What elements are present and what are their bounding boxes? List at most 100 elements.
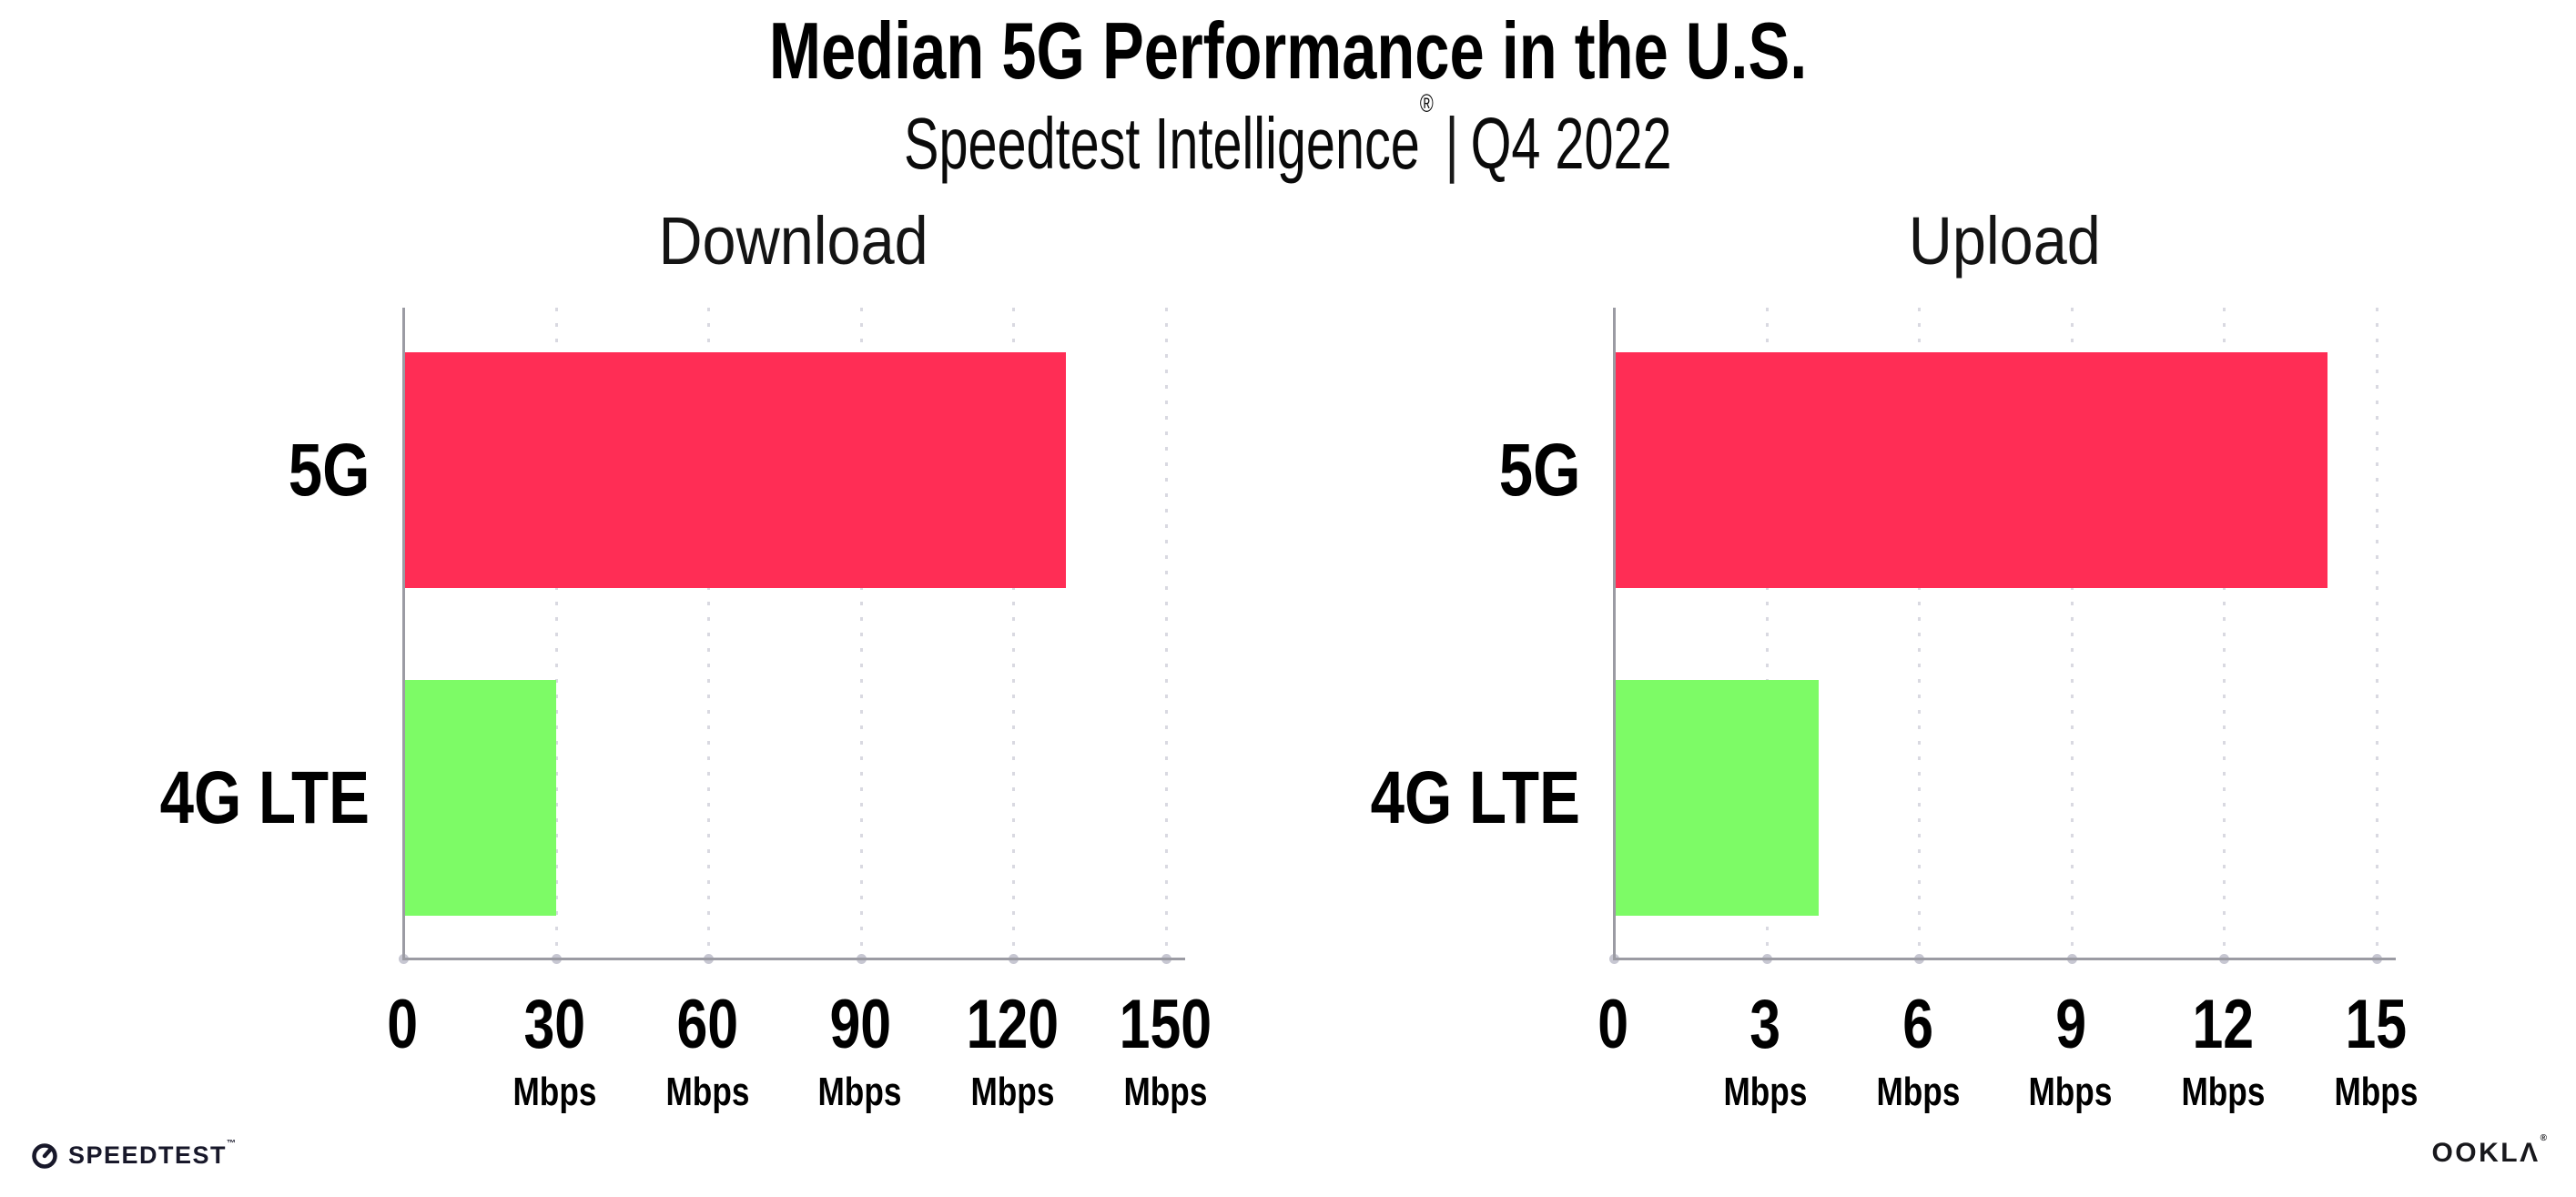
x-tick: 6 Mbps: [1809, 990, 2027, 1112]
x-tick: 60 Mbps: [598, 990, 816, 1112]
x-tick-value-text: 90: [828, 986, 891, 1063]
gridline: [554, 308, 558, 958]
chart-upload: Upload 5G 4G LTE 0 3 Mbps 6 Mbps 9 Mbps 12 Mbps 15 Mb…: [1320, 208, 2449, 1136]
ookla-registered-mark: ®: [2540, 1133, 2547, 1143]
x-tick-value: 12: [2114, 990, 2332, 1060]
category-label-5g: 5G: [96, 421, 370, 521]
speedtest-gauge-icon: [32, 1143, 57, 1169]
subtitle-brand: Speedtest Intelligence: [904, 103, 1421, 184]
x-tick-unit: Mbps: [2267, 1072, 2485, 1112]
x-tick-unit: Mbps: [1657, 1072, 1875, 1112]
trademark-mark: ™: [227, 1138, 237, 1149]
y-axis-line: [1613, 308, 1616, 960]
x-tick-unit: Mbps: [751, 1072, 969, 1112]
x-tick-unit: Mbps: [446, 1072, 664, 1112]
bar-5g: [1616, 352, 2328, 588]
x-tick-unit: Mbps: [1962, 1072, 2180, 1112]
ookla-wordmark: OOKLΛ: [2431, 1138, 2541, 1168]
chart-title: Download: [402, 208, 1185, 286]
category-label-4g-lte: 4G LTE: [1307, 748, 1580, 848]
x-tick-unit-text: Mbps: [2181, 1070, 2266, 1114]
x-tick: 0: [1504, 990, 1722, 1060]
x-tick-value-text: 9: [2054, 986, 2086, 1063]
gridline: [2223, 308, 2226, 958]
x-axis-line: [1613, 958, 2396, 960]
speedtest-wordmark: SPEEDTEST™: [68, 1138, 237, 1169]
x-tick-value-text: 15: [2345, 986, 2407, 1063]
plot-area: 0 30 Mbps 60 Mbps 90 Mbps 120 Mbps 150 Mbps: [387, 308, 1212, 1112]
chart-title: Upload: [1613, 208, 2396, 286]
x-tick-unit: Mbps: [598, 1072, 816, 1112]
x-tick-unit-text: Mbps: [2334, 1070, 2418, 1114]
y-axis-line: [402, 308, 405, 960]
registered-mark: ®: [1420, 89, 1434, 118]
x-tick-value: 15: [2267, 990, 2485, 1060]
gridline: [2376, 308, 2378, 958]
x-tick-value-text: 6: [1902, 986, 1934, 1063]
category-label-text: 5G: [1498, 428, 1580, 512]
x-tick-unit-text: Mbps: [817, 1070, 902, 1114]
x-tick-value: 9: [1962, 990, 2180, 1060]
x-tick-value-text: 60: [676, 986, 738, 1063]
bar-4g-lte: [1616, 680, 1820, 916]
x-tick-value: 0: [1504, 990, 1722, 1060]
speedtest-logo: SPEEDTEST™: [31, 1138, 237, 1171]
gridline: [707, 308, 711, 958]
x-tick-unit-text: Mbps: [970, 1070, 1055, 1114]
x-tick-value: 3: [1657, 990, 1875, 1060]
x-tick: 3 Mbps: [1657, 990, 1875, 1112]
x-tick-value-text: 0: [387, 986, 418, 1063]
x-tick-unit-text: Mbps: [512, 1070, 597, 1114]
subtitle-separator: |: [1445, 103, 1459, 184]
category-label-4g-lte: 4G LTE: [96, 748, 370, 848]
page-title-text: Median 5G Performance in the U.S.: [768, 5, 1808, 96]
bar-4g-lte: [405, 680, 556, 916]
x-tick-value-text: 0: [1597, 986, 1628, 1063]
x-tick: 0: [293, 990, 512, 1060]
x-tick-unit: Mbps: [1056, 1072, 1274, 1112]
x-tick: 12 Mbps: [2114, 990, 2332, 1112]
chart-download: Download 5G 4G LTE 0 30 Mbps 60 Mbps 90 Mbps 120 Mb…: [109, 208, 1238, 1136]
gridline: [1012, 308, 1016, 958]
x-tick-value: 6: [1809, 990, 2027, 1060]
x-tick: 120 Mbps: [903, 990, 1121, 1112]
page-subtitle-text: Speedtest Intelligence® | Q4 2022: [904, 91, 1672, 184]
x-tick-value: 0: [293, 990, 512, 1060]
x-tick-unit-text: Mbps: [2028, 1070, 2113, 1114]
x-tick: 30 Mbps: [446, 990, 664, 1112]
x-tick-unit-text: Mbps: [665, 1070, 750, 1114]
gridline: [2070, 308, 2074, 958]
x-tick: 9 Mbps: [1962, 990, 2180, 1112]
ookla-logo: OOKLΛ®: [2431, 1134, 2547, 1168]
gridline: [1765, 308, 1769, 958]
category-label-text: 5G: [288, 428, 370, 512]
x-tick-value: 120: [903, 990, 1121, 1060]
category-label-text: 4G LTE: [1370, 756, 1580, 839]
x-tick-unit-text: Mbps: [1876, 1070, 1961, 1114]
x-tick-value: 30: [446, 990, 664, 1060]
x-tick: 150 Mbps: [1056, 990, 1274, 1112]
gridline: [859, 308, 863, 958]
x-tick-value-text: 3: [1749, 986, 1781, 1063]
x-tick-unit: Mbps: [1809, 1072, 2027, 1112]
bar-5g: [405, 352, 1067, 588]
category-label-text: 4G LTE: [159, 756, 370, 839]
x-tick-value: 150: [1056, 990, 1274, 1060]
x-tick-unit: Mbps: [2114, 1072, 2332, 1112]
page-subtitle: Speedtest Intelligence® | Q4 2022: [0, 91, 2576, 184]
x-tick-unit-text: Mbps: [1723, 1070, 1808, 1114]
x-tick-value: 60: [598, 990, 816, 1060]
x-tick-unit: Mbps: [903, 1072, 1121, 1112]
subtitle-period: Q4 2022: [1470, 103, 1672, 184]
x-tick: 90 Mbps: [751, 990, 969, 1112]
chart-title-text: Upload: [1908, 203, 2101, 279]
x-tick-value-text: 12: [2192, 986, 2255, 1063]
x-tick-value-text: 150: [1119, 986, 1212, 1063]
chart-title-text: Download: [658, 203, 929, 279]
x-tick-value-text: 120: [966, 986, 1060, 1063]
plot-area: 0 3 Mbps 6 Mbps 9 Mbps 12 Mbps 15 Mbps: [1597, 308, 2418, 1112]
category-label-5g: 5G: [1307, 421, 1580, 521]
x-tick-value-text: 30: [523, 986, 586, 1063]
x-tick: 15 Mbps: [2267, 990, 2485, 1112]
